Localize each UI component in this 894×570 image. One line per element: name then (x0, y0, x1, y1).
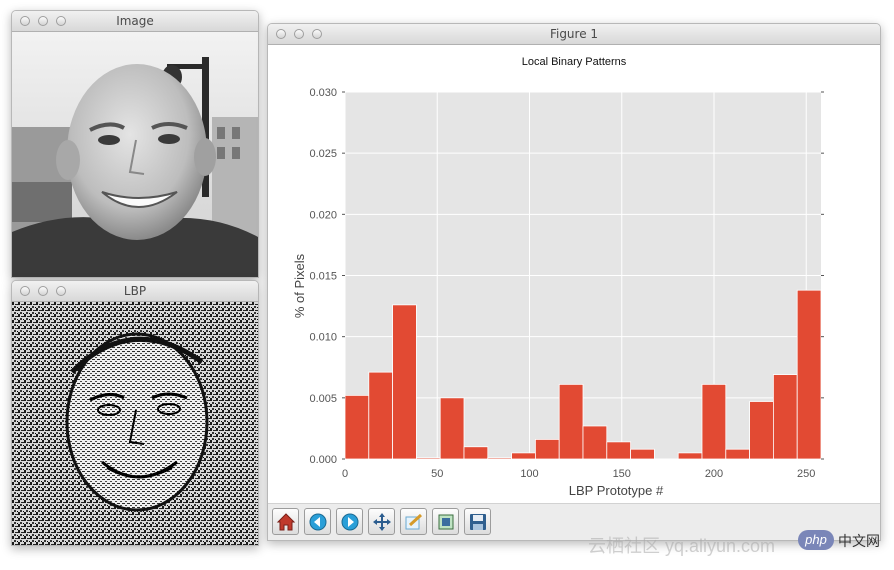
subplots-icon (438, 514, 454, 530)
window-title: LBP (123, 284, 147, 298)
x-tick-label: 200 (705, 468, 723, 480)
x-axis-label: LBP Prototype # (569, 483, 664, 498)
figure-window-titlebar[interactable]: Figure 1 (268, 24, 880, 45)
watermark-text: 云栖社区 yq.aliyun.com (588, 536, 776, 556)
zoom-button[interactable] (400, 508, 427, 535)
histogram-bar (558, 383, 584, 460)
close-window-button[interactable] (20, 16, 30, 26)
histogram-bar (796, 289, 822, 460)
zoom-window-button[interactable] (56, 16, 66, 26)
x-tick-label: 250 (797, 468, 815, 480)
lbp-histogram-chart: Local Binary Patterns 0 50 100 150 200 250 0.0… (292, 56, 824, 498)
histogram-bar (368, 371, 394, 460)
y-tick-label: 0.005 (309, 393, 337, 405)
histogram-bar (392, 304, 417, 460)
minimize-window-button[interactable] (38, 16, 48, 26)
histogram-bar (606, 441, 631, 460)
forward-icon (341, 513, 359, 531)
zoom-window-button[interactable] (312, 29, 322, 39)
y-tick-label: 0.025 (309, 148, 337, 160)
lbp-texture-image (12, 302, 258, 545)
x-tick-label: 150 (613, 468, 631, 480)
home-icon (276, 513, 296, 531)
histogram-bar (463, 446, 489, 460)
home-button[interactable] (272, 508, 299, 535)
y-tick-label: 0.020 (309, 209, 337, 221)
y-tick-label: 0.015 (309, 271, 337, 283)
navigation-toolbar (268, 503, 880, 540)
histogram-bar (749, 401, 774, 460)
close-window-button[interactable] (20, 286, 30, 296)
histogram-bar (415, 457, 441, 460)
zoom-window-button[interactable] (56, 286, 66, 296)
window-title: Figure 1 (549, 27, 599, 41)
watermark: 云栖社区 yq.aliyun.com (588, 532, 775, 558)
figure-canvas: Local Binary Patterns 0 50 100 150 200 250 0.0… (268, 45, 880, 504)
pan-button[interactable] (368, 508, 395, 535)
grayscale-face-image (12, 32, 258, 277)
bars (344, 289, 822, 460)
histogram-bar (344, 394, 370, 460)
x-tick-label: 50 (431, 468, 443, 480)
image-window-titlebar[interactable]: Image (12, 11, 258, 32)
histogram-bar (630, 448, 655, 460)
zoom-icon (405, 513, 423, 530)
chart-title: Local Binary Patterns (522, 56, 627, 68)
histogram-bar (487, 457, 513, 460)
save-icon (470, 514, 486, 530)
image-window: Image (11, 10, 259, 278)
y-tick-label: 0.000 (309, 454, 337, 466)
lbp-window: LBP (11, 280, 259, 546)
watermark-cn: 中文网 (838, 533, 880, 549)
minimize-window-button[interactable] (294, 29, 304, 39)
x-tick-label: 100 (520, 468, 538, 480)
histogram-bar (534, 439, 560, 460)
y-axis-label: % of Pixels (292, 253, 307, 318)
histogram-bar (511, 452, 536, 460)
histogram-bar (772, 374, 798, 460)
back-icon (309, 513, 327, 531)
subplots-button[interactable] (432, 508, 459, 535)
histogram-bar (439, 397, 465, 460)
histogram-bar (701, 383, 727, 460)
save-button[interactable] (464, 508, 491, 535)
axis-ticks: 0 50 100 150 200 250 0.000 0.005 0.010 0.015 0.020… (309, 87, 824, 480)
window-title: Image (116, 14, 154, 28)
histogram-bar (677, 452, 703, 460)
watermark-php-badge: php (798, 530, 834, 550)
x-tick-label: 0 (342, 468, 348, 480)
close-window-button[interactable] (276, 29, 286, 39)
y-tick-label: 0.010 (309, 332, 337, 344)
minimize-window-button[interactable] (38, 286, 48, 296)
lbp-window-titlebar[interactable]: LBP (12, 281, 258, 302)
pan-icon (373, 513, 391, 531)
figure-window: Figure 1 Local Binary Patterns 0 50 100 150… (267, 23, 881, 541)
forward-button[interactable] (336, 508, 363, 535)
back-button[interactable] (304, 508, 331, 535)
y-tick-label: 0.030 (309, 87, 337, 99)
histogram-bar (582, 425, 608, 460)
histogram-bar (725, 448, 750, 460)
